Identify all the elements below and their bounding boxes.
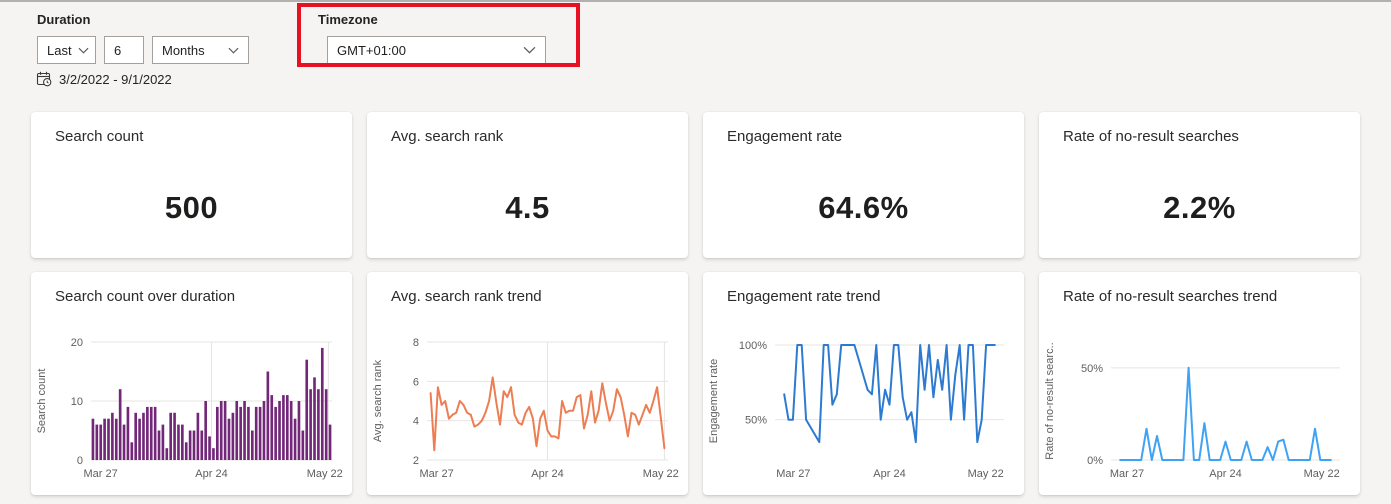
metric-card-engagement-rate: Engagement rate 64.6% <box>703 112 1024 258</box>
metric-cards-row: Search count 500 Avg. search rank 4.5 En… <box>31 112 1360 258</box>
date-range: 3/2/2022 - 9/1/2022 <box>36 71 172 87</box>
svg-text:May 22: May 22 <box>643 468 679 480</box>
svg-text:Mar 27: Mar 27 <box>1110 468 1144 480</box>
metric-card-avg-search-rank: Avg. search rank 4.5 <box>367 112 688 258</box>
svg-text:50%: 50% <box>745 415 767 427</box>
svg-text:100%: 100% <box>739 340 767 352</box>
chevron-down-icon <box>523 46 536 54</box>
svg-text:May 22: May 22 <box>1304 468 1340 480</box>
metric-value: 2.2% <box>1163 190 1236 225</box>
chart-card-engagement-trend: Engagement rate trend 50% 100% Mar 27 Apr 2… <box>703 272 1024 495</box>
svg-text:0: 0 <box>77 455 83 467</box>
duration-mode-value: Last <box>47 42 72 58</box>
date-range-text: 3/2/2022 - 9/1/2022 <box>59 71 172 87</box>
chart-card-search-rank-trend: Avg. search rank trend 2 4 6 8 Mar 27 Apr 24 M… <box>367 272 688 495</box>
avg-search-rank-line-chart: 2 4 6 8 Mar 27 Apr 24 May 22 Avg. search rank <box>372 337 679 480</box>
svg-text:Mar 27: Mar 27 <box>776 468 810 480</box>
svg-text:Mar 27: Mar 27 <box>420 468 454 480</box>
calendar-clock-icon <box>36 71 52 87</box>
svg-text:Apr 24: Apr 24 <box>531 468 563 480</box>
svg-text:2: 2 <box>413 455 419 467</box>
metric-value: 500 <box>164 190 219 225</box>
svg-text:6: 6 <box>413 376 419 388</box>
chevron-down-icon <box>228 47 239 54</box>
metric-title: Avg. search rank <box>391 128 504 145</box>
chart-card-no-result-trend: Rate of no-result searches trend 0% 50% Ma… <box>1039 272 1360 495</box>
duration-mode-select[interactable]: Last <box>37 36 96 64</box>
svg-text:Apr 24: Apr 24 <box>195 468 227 480</box>
svg-text:May 22: May 22 <box>307 468 343 480</box>
no-result-rate-line-chart: 0% 50% Mar 27 Apr 24 May 22 Rate of no-result… <box>1044 342 1340 480</box>
svg-text:0%: 0% <box>1087 455 1103 467</box>
metric-card-search-count: Search count 500 <box>31 112 352 258</box>
timezone-value: GMT+01:00 <box>337 42 407 58</box>
timezone-select[interactable]: GMT+01:00 <box>327 36 546 64</box>
metric-title: Engagement rate <box>727 128 843 145</box>
duration-unit-value: Months <box>162 42 205 58</box>
svg-text:4: 4 <box>413 416 419 428</box>
chart-title: Engagement rate trend <box>727 288 881 305</box>
svg-text:Engagement rate: Engagement rate <box>708 359 720 443</box>
svg-text:Apr 24: Apr 24 <box>1209 468 1241 480</box>
chart-title: Avg. search rank trend <box>391 288 542 305</box>
metric-card-no-result-rate: Rate of no-result searches 2.2% <box>1039 112 1360 258</box>
svg-text:May 22: May 22 <box>968 468 1004 480</box>
engagement-rate-line-chart: 50% 100% Mar 27 Apr 24 May 22 Engagement rate <box>708 340 1004 480</box>
svg-text:Search count: Search count <box>36 369 48 434</box>
chart-cards-row: Search count over duration 0 10 20 Mar 27 Ap… <box>31 272 1360 495</box>
duration-unit-select[interactable]: Months <box>152 36 249 64</box>
svg-text:50%: 50% <box>1081 363 1103 375</box>
chart-title: Rate of no-result searches trend <box>1063 288 1278 305</box>
metric-value: 4.5 <box>505 190 550 225</box>
duration-count-input[interactable] <box>104 36 144 64</box>
svg-text:Mar 27: Mar 27 <box>84 468 118 480</box>
svg-text:20: 20 <box>71 337 83 349</box>
timezone-label: Timezone <box>318 12 378 27</box>
svg-text:Apr 24: Apr 24 <box>873 468 905 480</box>
metric-title: Search count <box>55 128 144 145</box>
chart-card-search-count: Search count over duration 0 10 20 Mar 27 Ap… <box>31 272 352 495</box>
svg-text:10: 10 <box>71 396 83 408</box>
chevron-down-icon <box>78 47 89 54</box>
svg-text:Rate of no-result searc..: Rate of no-result searc.. <box>1044 342 1056 459</box>
metric-value: 64.6% <box>818 190 909 225</box>
chart-title: Search count over duration <box>55 288 236 305</box>
svg-text:8: 8 <box>413 337 419 349</box>
svg-text:Avg. search rank: Avg. search rank <box>372 359 384 442</box>
top-divider <box>0 0 1391 2</box>
metric-title: Rate of no-result searches <box>1063 128 1239 145</box>
duration-label: Duration <box>37 12 91 27</box>
search-count-bar-chart: 0 10 20 Mar 27 Apr 24 May 22 Search count <box>36 337 343 480</box>
